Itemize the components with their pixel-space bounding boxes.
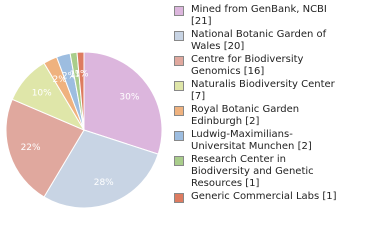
legend: Mined from GenBank, NCBI [21] National Bo… [174, 4, 374, 203]
legend-swatch [174, 193, 184, 203]
legend-label: National Botanic Garden of Wales [20] [191, 29, 327, 52]
legend-item: Generic Commercial Labs [1] [174, 191, 374, 203]
legend-item: National Botanic Garden of Wales [20] [174, 29, 374, 53]
pie-slice [83, 51, 163, 155]
legend-label: Research Center in Biodiversity and Gene… [191, 154, 314, 189]
slice-label: 2% [52, 75, 67, 85]
legend-swatch [174, 156, 184, 166]
legend-item: Naturalis Biodiversity Center [7] [174, 79, 374, 103]
legend-swatch [174, 6, 184, 16]
legend-swatch [174, 31, 184, 41]
legend-item: Centre for Biodiversity Genomics [16] [174, 54, 374, 78]
legend-label: Ludwig-Maximilians-Universitat Munchen [… [191, 129, 312, 152]
legend-item: Royal Botanic Garden Edinburgh [2] [174, 104, 374, 128]
legend-item: Mined from GenBank, NCBI [21] [174, 4, 374, 28]
legend-swatch [174, 131, 184, 141]
legend-swatch [174, 56, 184, 66]
legend-label: Centre for Biodiversity Genomics [16] [191, 54, 304, 77]
legend-item: Research Center in Biodiversity and Gene… [174, 154, 374, 190]
legend-label: Naturalis Biodiversity Center [7] [191, 79, 335, 102]
chart: 30%28%22%10%2%2%1%1% [5, 51, 163, 209]
legend-label: Royal Botanic Garden Edinburgh [2] [191, 104, 300, 127]
legend-label: Mined from GenBank, NCBI [21] [191, 4, 327, 27]
pie-slice [5, 98, 85, 198]
slice-label: 10% [32, 89, 52, 99]
legend-swatch [174, 81, 184, 91]
pie-slice [76, 51, 85, 131]
slice-label: 28% [94, 178, 114, 188]
slice-label: 30% [119, 92, 139, 102]
legend-swatch [174, 106, 184, 116]
slice-label: 22% [21, 143, 41, 153]
legend-item: Ludwig-Maximilians-Universitat Munchen [… [174, 129, 374, 153]
slice-label: 1% [74, 69, 89, 79]
slice-label: 2% [62, 71, 77, 81]
legend-label: Generic Commercial Labs [1] [191, 191, 337, 202]
slice-label: 1% [69, 70, 84, 80]
